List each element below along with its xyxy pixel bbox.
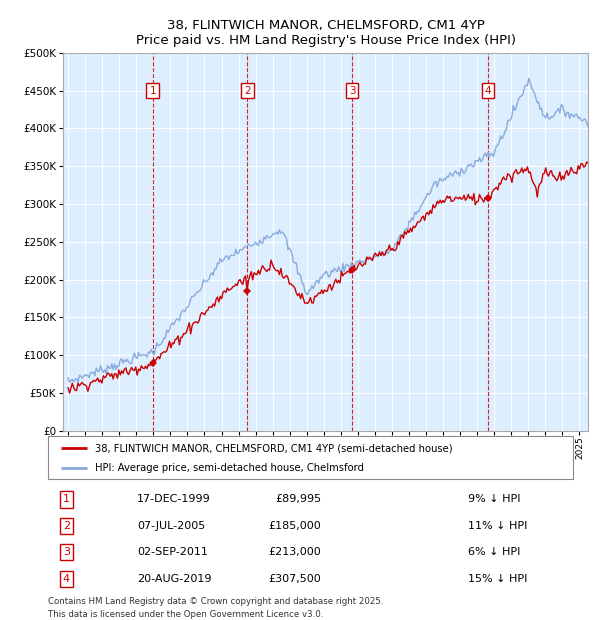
Text: 38, FLINTWICH MANOR, CHELMSFORD, CM1 4YP (semi-detached house): 38, FLINTWICH MANOR, CHELMSFORD, CM1 4YP… bbox=[95, 443, 453, 453]
Text: 1: 1 bbox=[149, 86, 156, 95]
FancyBboxPatch shape bbox=[48, 436, 573, 479]
Text: 2: 2 bbox=[244, 86, 251, 95]
Text: 4: 4 bbox=[485, 86, 491, 95]
Text: 4: 4 bbox=[63, 574, 70, 584]
Text: This data is licensed under the Open Government Licence v3.0.: This data is licensed under the Open Gov… bbox=[48, 609, 323, 619]
Text: £213,000: £213,000 bbox=[268, 547, 321, 557]
Text: 1: 1 bbox=[63, 494, 70, 505]
Title: 38, FLINTWICH MANOR, CHELMSFORD, CM1 4YP
Price paid vs. HM Land Registry's House: 38, FLINTWICH MANOR, CHELMSFORD, CM1 4YP… bbox=[136, 19, 515, 47]
Text: 3: 3 bbox=[63, 547, 70, 557]
Text: 20-AUG-2019: 20-AUG-2019 bbox=[137, 574, 212, 584]
Text: £307,500: £307,500 bbox=[268, 574, 321, 584]
Text: 11% ↓ HPI: 11% ↓ HPI bbox=[468, 521, 527, 531]
Text: £185,000: £185,000 bbox=[268, 521, 321, 531]
Text: 17-DEC-1999: 17-DEC-1999 bbox=[137, 494, 211, 505]
Text: £89,995: £89,995 bbox=[275, 494, 321, 505]
Text: 6% ↓ HPI: 6% ↓ HPI bbox=[468, 547, 520, 557]
Text: 9% ↓ HPI: 9% ↓ HPI bbox=[468, 494, 521, 505]
Text: 2: 2 bbox=[63, 521, 70, 531]
Text: 02-SEP-2011: 02-SEP-2011 bbox=[137, 547, 208, 557]
Text: 3: 3 bbox=[349, 86, 356, 95]
Text: 15% ↓ HPI: 15% ↓ HPI bbox=[468, 574, 527, 584]
Text: 07-JUL-2005: 07-JUL-2005 bbox=[137, 521, 205, 531]
Text: Contains HM Land Registry data © Crown copyright and database right 2025.: Contains HM Land Registry data © Crown c… bbox=[48, 596, 383, 606]
Text: HPI: Average price, semi-detached house, Chelmsford: HPI: Average price, semi-detached house,… bbox=[95, 463, 364, 473]
